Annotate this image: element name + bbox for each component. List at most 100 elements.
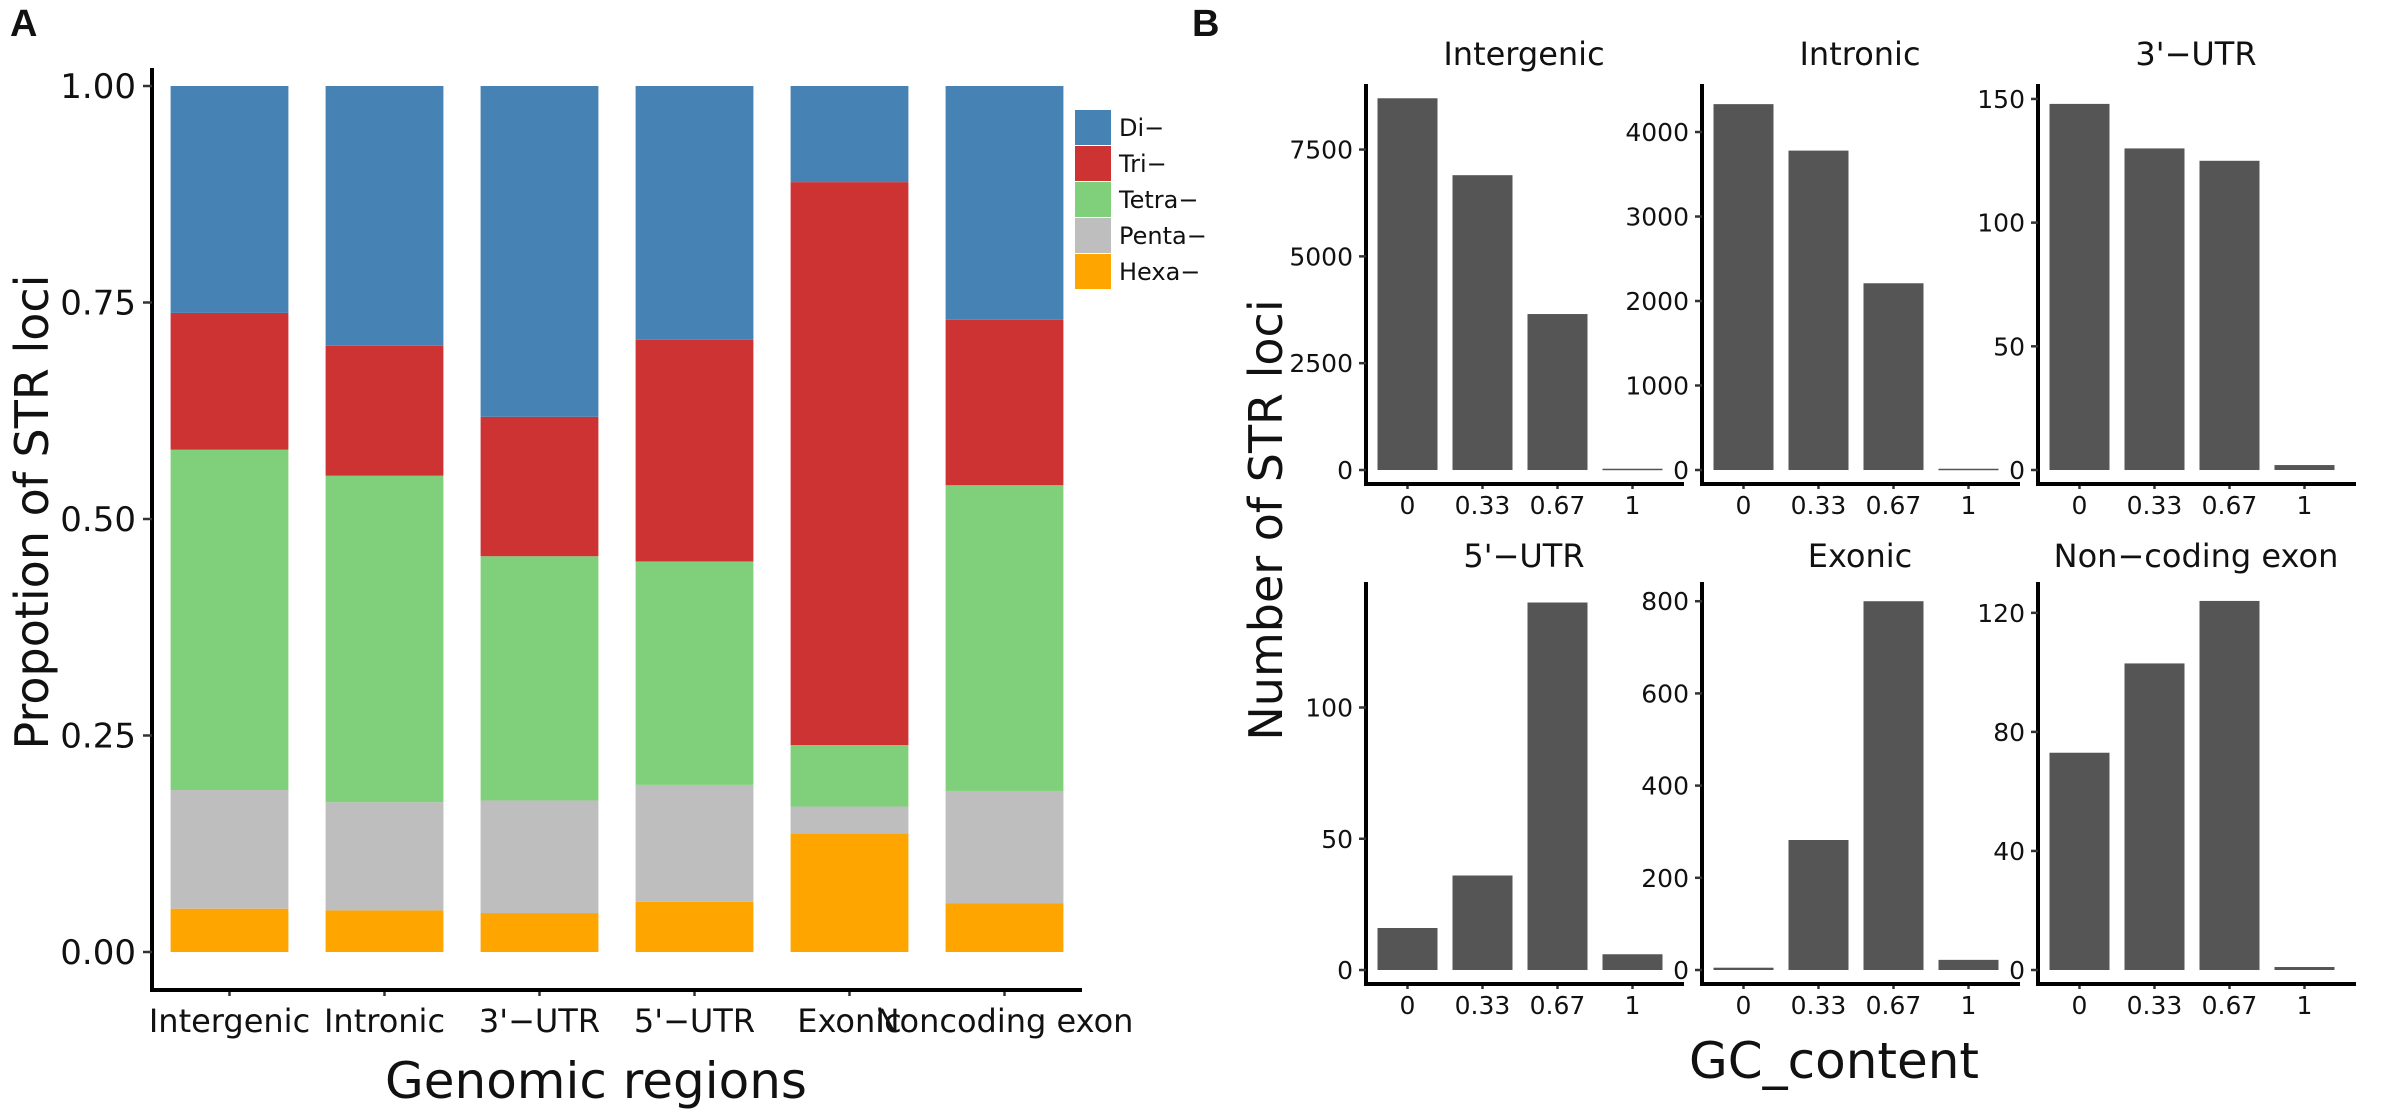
facet-exonic-bar-0-67 — [1863, 601, 1924, 970]
facet-intergenic-y-tick-5000: 5000 — [1289, 242, 1353, 271]
bar-intergenic-penta — [170, 790, 289, 909]
facet-exonic-y-tick-800: 800 — [1641, 587, 1689, 616]
legend-label-di: Di− — [1119, 114, 1164, 142]
facet-intergenic-bar-0-33 — [1452, 175, 1513, 470]
bar-5-utr-tetra — [635, 561, 754, 785]
x-tick-label-intronic: Intronic — [324, 1002, 445, 1040]
x-tick-label-3-utr: 3'−UTR — [479, 1002, 600, 1040]
facet-exonic-y-tick-200: 200 — [1641, 864, 1689, 893]
bar-intronic-di — [325, 86, 444, 346]
facet-3-utr-bar-0-33 — [2124, 148, 2185, 470]
legend-label-penta: Penta− — [1119, 222, 1207, 250]
facet-intergenic-x-tick-0-67: 0.67 — [1530, 491, 1586, 520]
facet-intergenic-x-tick-0: 0 — [1400, 491, 1416, 520]
facet-non-coding-exon-y-tick-40: 40 — [1993, 837, 2025, 866]
facet-exonic-x-tick-0-33: 0.33 — [1791, 991, 1847, 1020]
bar-exonic-tetra — [790, 745, 909, 807]
facet-exonic-y-tick-0: 0 — [1673, 956, 1689, 985]
bar-exonic-penta — [790, 806, 909, 834]
facet-title-intergenic: Intergenic — [1443, 35, 1604, 73]
facet-non-coding-exon-bar-0-33 — [2124, 663, 2185, 970]
facet-3-utr-y-tick-100: 100 — [1977, 209, 2025, 238]
bar-intronic-tri — [325, 345, 444, 476]
facet-intronic-y-tick-1000: 1000 — [1625, 372, 1689, 401]
facet-intronic-y-tick-0: 0 — [1673, 456, 1689, 485]
facet-exonic-bar-0 — [1713, 967, 1774, 970]
panel-b-x-axis-title: GC_content — [1689, 1032, 1979, 1090]
facet-exonic-x-tick-1: 1 — [1961, 991, 1977, 1020]
bar-5-utr-di — [635, 86, 754, 340]
facet-3-utr-y-tick-150: 150 — [1977, 85, 2025, 114]
facet-intronic-bar-0-67 — [1863, 283, 1924, 470]
y-tick-label-0-00: 0.00 — [60, 933, 136, 973]
facet-5-utr-x-tick-0-67: 0.67 — [1530, 991, 1586, 1020]
facet-5-utr-x-tick-1: 1 — [1625, 991, 1641, 1020]
bar-intergenic-hexa — [170, 908, 289, 952]
legend-label-tri: Tri− — [1118, 150, 1167, 178]
facet-intronic-x-tick-1: 1 — [1961, 491, 1977, 520]
facet-5-utr-y-tick-50: 50 — [1321, 825, 1353, 854]
y-tick-label-0-25: 0.25 — [60, 717, 136, 757]
facet-intronic-y-tick-3000: 3000 — [1625, 203, 1689, 232]
legend-swatch-tri — [1075, 146, 1111, 181]
panel-a-y-axis: 0.00 0.25 0.50 0.75 1.00 — [60, 67, 154, 990]
facet-5-utr-y-tick-0: 0 — [1337, 956, 1353, 985]
facet-title-intronic: Intronic — [1799, 35, 1920, 73]
facet-3-utr-y-tick-50: 50 — [1993, 332, 2025, 361]
facet-5-utr-y-tick-100: 100 — [1305, 694, 1353, 723]
facet-non-coding-exon-y-tick-80: 80 — [1993, 718, 2025, 747]
facet-intergenic-x-tick-1: 1 — [1625, 491, 1641, 520]
facet-3-utr-x-tick-1: 1 — [2297, 491, 2313, 520]
bar-3-utr-penta — [480, 800, 599, 914]
bar-noncoding-exon-tetra — [945, 485, 1064, 791]
bar-exonic-di — [790, 86, 909, 183]
facet-exonic-y-tick-600: 600 — [1641, 679, 1689, 708]
facet-5-utr-bar-0-67 — [1527, 602, 1588, 970]
panel-a-y-axis-title: Propotion of STR loci — [5, 275, 59, 750]
facet-intergenic: Intergenic 0 0.33 0.67 1 0 2500 5000 7500 — [1289, 35, 1684, 520]
bar-3-utr-hexa — [480, 913, 599, 952]
legend-label-hexa: Hexa− — [1119, 258, 1200, 286]
legend-swatch-tetra — [1075, 182, 1111, 217]
panel-b-faceted-bar-chart: B Number of STR loci GC_content Intergen… — [1192, 3, 2356, 1090]
bar-3-utr-tri — [480, 416, 599, 557]
facet-non-coding-exon: Non−coding exon 0 0.33 0.67 1 0 40 80 120 — [1977, 537, 2356, 1020]
facet-intronic-x-tick-0: 0 — [1736, 491, 1752, 520]
y-tick-label-0-50: 0.50 — [60, 500, 136, 540]
facet-title-non-coding-exon: Non−coding exon — [2054, 537, 2339, 575]
facet-intronic-y-tick-4000: 4000 — [1625, 118, 1689, 147]
panel-b-label: B — [1192, 3, 1219, 45]
bar-exonic-hexa — [790, 833, 909, 952]
bar-5-utr-hexa — [635, 901, 754, 952]
x-tick-label-exonic: Exonic — [797, 1002, 902, 1040]
bar-noncoding-exon-di — [945, 86, 1064, 320]
facet-non-coding-exon-x-tick-1: 1 — [2297, 991, 2313, 1020]
facet-exonic-x-tick-0-67: 0.67 — [1866, 991, 1922, 1020]
y-tick-label-1-00: 1.00 — [60, 67, 136, 107]
facet-5-utr-x-tick-0: 0 — [1400, 991, 1416, 1020]
bar-exonic-tri — [790, 182, 909, 746]
panel-a-legend: Di− Tri− Tetra− Penta− Hexa− — [1075, 110, 1207, 289]
facet-3-utr-bar-0 — [2049, 103, 2110, 470]
panel-b-y-axis-title: Number of STR loci — [1239, 299, 1293, 740]
facet-3-utr-x-tick-0: 0 — [2072, 491, 2088, 520]
panel-a-x-axis: Intergenic Intronic 3'−UTR 5'−UTR ExonicNonc… — [149, 988, 1134, 1040]
y-tick-label-0-75: 0.75 — [60, 284, 136, 324]
facet-3-utr-bar-1 — [2274, 465, 2335, 470]
facet-intergenic-bar-1 — [1602, 468, 1663, 471]
bar-intronic-penta — [325, 802, 444, 911]
bar-intergenic-di — [170, 86, 289, 313]
facet-non-coding-exon-y-tick-120: 120 — [1977, 599, 2025, 628]
facet-intronic-bar-1 — [1938, 468, 1999, 471]
facet-intergenic-x-tick-0-33: 0.33 — [1455, 491, 1511, 520]
facet-title-exonic: Exonic — [1808, 537, 1913, 575]
facet-3-utr-y-tick-0: 0 — [2009, 456, 2025, 485]
facet-intronic-x-tick-0-67: 0.67 — [1866, 491, 1922, 520]
bar-5-utr-penta — [635, 784, 754, 902]
facet-non-coding-exon-x-tick-0-67: 0.67 — [2202, 991, 2258, 1020]
facet-3-utr-x-tick-0-33: 0.33 — [2127, 491, 2183, 520]
facet-intergenic-y-tick-0: 0 — [1337, 456, 1353, 485]
x-tick-label-noncoding-exon: Noncoding exon — [876, 1002, 1134, 1040]
facet-non-coding-exon-bar-1 — [2274, 967, 2335, 970]
facet-exonic-x-tick-0: 0 — [1736, 991, 1752, 1020]
